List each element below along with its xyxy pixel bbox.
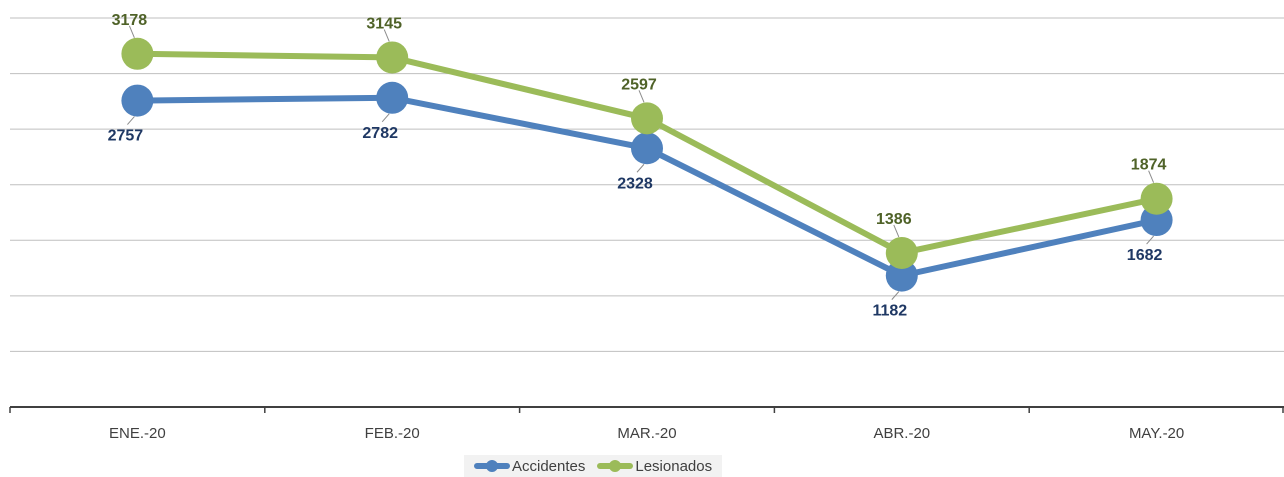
legend-item-accidentes: Accidentes xyxy=(474,458,585,475)
legend-item-lesionados: Lesionados xyxy=(597,458,712,475)
data-point-accidentes xyxy=(631,132,663,165)
data-point-lesionados xyxy=(631,102,663,135)
data-label-accidentes: 2757 xyxy=(108,128,144,145)
data-point-lesionados xyxy=(121,37,154,70)
data-point-accidentes xyxy=(376,81,409,114)
data-label-accidentes: 1682 xyxy=(1127,247,1163,264)
data-point-accidentes xyxy=(121,84,154,117)
leader-line xyxy=(636,163,645,173)
data-point-lesionados xyxy=(885,236,918,269)
data-point-lesionados xyxy=(1140,182,1173,215)
x-axis: ENE.-20 FEB.-20 MAR.-20 ABR.-20 MAY.-20 xyxy=(9,406,1284,442)
leader-line xyxy=(381,113,390,123)
leader-line xyxy=(383,29,390,42)
line-chart: ENE.-20 FEB.-20 MAR.-20 ABR.-20 MAY.-20 3178… xyxy=(9,12,1284,442)
x-tick-label: ABR.-20 xyxy=(873,425,930,442)
x-tick-label: MAY.-20 xyxy=(1129,425,1184,442)
leader-line xyxy=(1146,235,1154,245)
series-layer xyxy=(121,37,1173,292)
legend-swatch-accidentes xyxy=(474,460,510,472)
data-label-lesionados: 1874 xyxy=(1131,157,1167,174)
leader-line xyxy=(1148,170,1155,183)
leader-line xyxy=(128,25,135,38)
data-label-lesionados: 3178 xyxy=(112,12,148,29)
legend-label-lesionados: Lesionados xyxy=(635,457,713,475)
legend: Accidentes Lesionados xyxy=(464,455,723,477)
data-label-accidentes: 1182 xyxy=(872,303,907,320)
leader-line xyxy=(638,90,645,103)
x-tick-label: MAR.-20 xyxy=(617,425,676,442)
data-point-lesionados xyxy=(376,41,409,74)
data-label-lesionados: 2597 xyxy=(621,76,657,93)
leader-line xyxy=(891,291,900,300)
data-label-lesionados: 3145 xyxy=(366,15,402,32)
x-tick-label: FEB.-20 xyxy=(365,425,420,442)
legend-label-accidentes: Accidentes xyxy=(512,457,586,475)
data-label-lesionados: 1386 xyxy=(876,211,912,228)
leader-line xyxy=(127,116,135,125)
leader-line xyxy=(893,224,900,238)
data-point-accidentes xyxy=(885,259,918,292)
x-tick-label: ENE.-20 xyxy=(109,425,166,442)
legend-swatch-lesionados xyxy=(597,460,634,472)
data-label-accidentes: 2328 xyxy=(617,175,653,192)
data-labels: 3178 3145 2597 1386 1874 2757 2782 2328 1182 1682 xyxy=(108,12,1167,320)
data-label-accidentes: 2782 xyxy=(362,125,398,142)
